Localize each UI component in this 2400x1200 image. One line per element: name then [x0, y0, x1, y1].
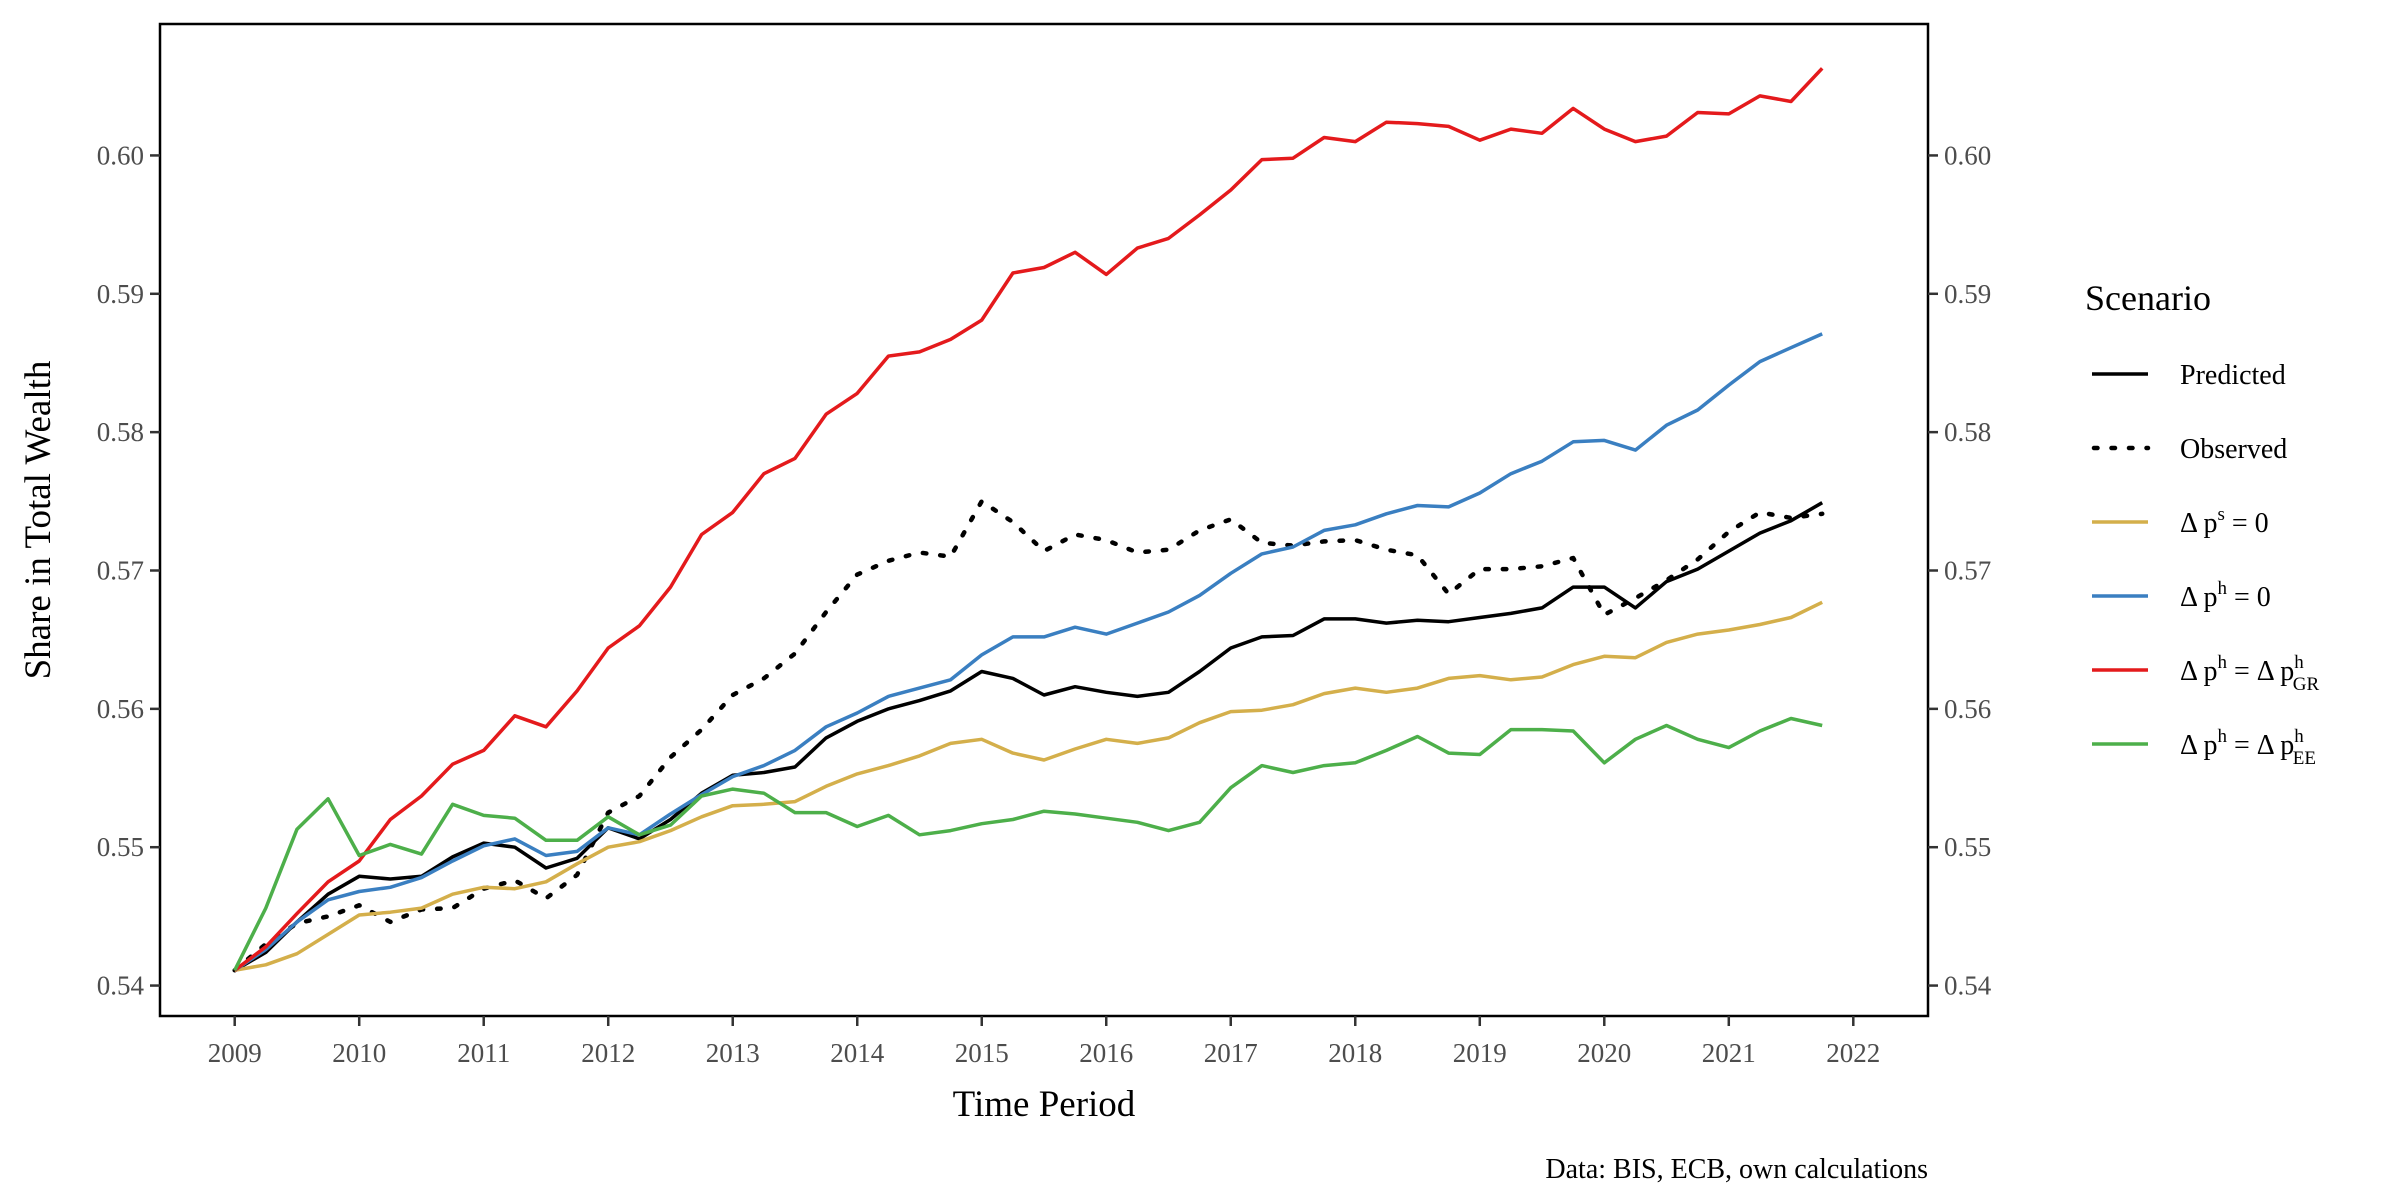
legend-label-part: EE — [2293, 748, 2316, 769]
y-tick-label: 0.54 — [97, 971, 145, 1001]
series-line-0 — [233, 501, 1824, 972]
legend-label-part: Observed — [2180, 434, 2287, 465]
series-line-4 — [233, 67, 1824, 972]
y-right-tick-label: 0.59 — [1944, 279, 1991, 309]
y-right-tick-label: 0.58 — [1944, 417, 1991, 447]
x-tick-label: 2010 — [332, 1038, 386, 1068]
x-tick-label: 2019 — [1453, 1038, 1507, 1068]
y-right-tick-label: 0.57 — [1944, 555, 1991, 585]
legend-label-part: Δ p — [2180, 508, 2217, 539]
x-axis-title: Time Period — [953, 1084, 1136, 1125]
y-axis-left: 0.54 0.55 0.56 0.57 0.58 0.59 0.60 — [97, 140, 160, 1001]
legend-item-0: Predicted — [2092, 360, 2286, 391]
legend-label: Δ ps = 0 — [2180, 504, 2269, 539]
x-tick-label: 2021 — [1702, 1038, 1756, 1068]
y-tick-label: 0.56 — [97, 694, 144, 724]
series-line-1 — [232, 499, 1825, 973]
legend-title: Scenario — [2085, 278, 2211, 318]
legend-label-part: h — [2217, 652, 2227, 673]
y-tick-label: 0.58 — [97, 417, 144, 447]
series-layer — [232, 67, 1825, 973]
legend-label-part: Δ p — [2180, 730, 2217, 761]
legend-item-3: Δ ph = 0 — [2092, 578, 2271, 613]
plot-panel — [158, 22, 1930, 1018]
legend-label-part: h — [2294, 652, 2304, 673]
x-tick-label: 2014 — [830, 1038, 885, 1068]
legend-label-part: Predicted — [2180, 360, 2286, 391]
caption: Data: BIS, ECB, own calculations — [1545, 1154, 1928, 1185]
x-tick-label: 2022 — [1826, 1038, 1880, 1068]
legend-label-part: h — [2217, 578, 2227, 599]
x-tick-label: 2013 — [706, 1038, 760, 1068]
legend-label-part: = 0 — [2227, 582, 2271, 613]
y-right-tick-label: 0.55 — [1944, 832, 1991, 862]
x-tick-label: 2018 — [1328, 1038, 1382, 1068]
x-tick-label: 2011 — [457, 1038, 510, 1068]
y-right-tick-label: 0.54 — [1944, 971, 1992, 1001]
series-line-2 — [234, 600, 1823, 973]
y-tick-label: 0.57 — [97, 555, 144, 585]
x-tick-label: 2012 — [581, 1038, 635, 1068]
series-line-5 — [233, 716, 1823, 972]
y-axis-title: Share in Total Wealth — [18, 360, 59, 679]
series-line-3 — [233, 332, 1823, 972]
x-axis: 2009 2010 2011 2012 2013 2014 2015 2016 2017 2018… — [208, 1016, 1880, 1068]
y-tick-label: 0.60 — [97, 140, 144, 170]
legend-label-part: GR — [2293, 674, 2320, 695]
x-tick-label: 2020 — [1577, 1038, 1631, 1068]
y-axis-right: 0.54 0.55 0.56 0.57 0.58 0.59 0.60 — [1928, 140, 1992, 1001]
legend-label-part: h — [2294, 726, 2304, 747]
x-tick-label: 2016 — [1079, 1038, 1133, 1068]
x-tick-label: 2009 — [208, 1038, 262, 1068]
legend-label: Δ ph = Δ ph EE — [2180, 726, 2316, 769]
x-tick-label: 2015 — [955, 1038, 1009, 1068]
legend-label: Observed — [2180, 434, 2287, 465]
legend-item-5: Δ ph = Δ ph EE — [2092, 726, 2316, 769]
legend-label-part: h — [2217, 726, 2227, 747]
y-right-tick-label: 0.56 — [1944, 694, 1991, 724]
y-tick-label: 0.59 — [97, 279, 144, 309]
x-tick-label: 2017 — [1204, 1038, 1258, 1068]
legend-label: Predicted — [2180, 360, 2286, 391]
y-tick-label: 0.55 — [97, 832, 144, 862]
legend-label-part: Δ p — [2180, 582, 2217, 613]
legend-label: Δ ph = Δ ph GR — [2180, 652, 2319, 695]
legend-label-part: = Δ p — [2227, 656, 2294, 687]
legend-item-1: Observed — [2091, 434, 2287, 465]
legend-label-part: s — [2217, 504, 2224, 525]
legend-label-part: Δ p — [2180, 656, 2217, 687]
legend-item-4: Δ ph = Δ ph GR — [2092, 652, 2319, 695]
y-right-tick-label: 0.60 — [1944, 140, 1991, 170]
legend-label: Δ ph = 0 — [2180, 578, 2271, 613]
legend-item-2: Δ ps = 0 — [2092, 504, 2269, 539]
legend-label-part: = 0 — [2225, 508, 2269, 539]
legend-label-part: = Δ p — [2227, 730, 2294, 761]
